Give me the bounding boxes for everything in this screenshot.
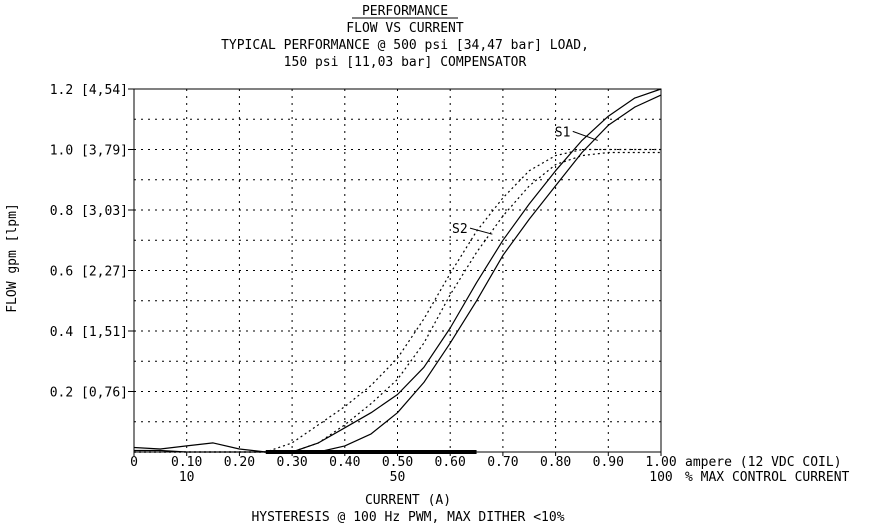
x-tick-label: 0.50: [382, 455, 413, 470]
x-tick-label: 0.90: [593, 455, 624, 470]
x-tick-label: 0.10: [171, 455, 202, 470]
series-label-s1: S1: [555, 125, 571, 140]
x-percent-tick-label: 100: [649, 470, 672, 485]
series-leader-line: [572, 130, 598, 141]
series-label-s2: S2: [452, 222, 468, 237]
y-tick-label: 0.6 [2,27]: [50, 265, 128, 280]
series-annotations: S1 S2: [452, 125, 598, 237]
series-leader-line: [469, 227, 493, 235]
chart-subtitle-2: TYPICAL PERFORMANCE @ 500 psi [34,47 bar…: [221, 38, 589, 53]
x-tick-label: 0.80: [540, 455, 571, 470]
chart-subtitle-1: FLOW VS CURRENT: [346, 21, 464, 36]
dead-band-bar: [265, 450, 477, 454]
x-percent-tick-label: 10: [179, 470, 195, 485]
grid-lines: [134, 89, 661, 452]
series-line-s1-2: [134, 94, 662, 453]
x-tick-label: 0.60: [435, 455, 466, 470]
x-tick-label: 0.20: [224, 455, 255, 470]
x-tick-label: 0: [130, 455, 138, 470]
y-tick-label: 0.8 [3,03]: [50, 204, 128, 219]
y-axis-label: FLOW gpm [lpm]: [5, 203, 20, 313]
x-axis-percent-label: % MAX CONTROL CURRENT: [685, 470, 850, 485]
axis-ticks: 0.2 [0,76] 0.4 [1,51] 0.6 [2,27] 0.8 [3,03]…: [50, 83, 677, 485]
chart-subtitle-3: 150 psi [11,03 bar] COMPENSATOR: [284, 55, 527, 70]
x-axis-label: CURRENT (A): [365, 493, 451, 508]
chart-footnote: HYSTERESIS @ 100 Hz PWM, MAX DITHER <10%: [251, 510, 564, 525]
y-tick-label: 1.2 [4,54]: [50, 83, 128, 98]
y-tick-label: 1.0 [3,79]: [50, 144, 128, 159]
series-line-s2-2: [134, 151, 661, 453]
series-lines: [133, 88, 662, 453]
y-tick-label: 0.2 [0,76]: [50, 386, 128, 401]
x-percent-tick-label: 50: [390, 470, 406, 485]
x-axis-unit-label: ampere (12 VDC COIL): [685, 455, 842, 470]
x-tick-label: 0.30: [276, 455, 307, 470]
chart-title: PERFORMANCE: [362, 4, 448, 19]
series-line-s1-1: [133, 88, 662, 453]
x-tick-label: 1.00: [645, 455, 676, 470]
y-tick-label: 0.4 [1,51]: [50, 325, 128, 340]
x-tick-label: 0.40: [329, 455, 360, 470]
x-tick-label: 0.70: [487, 455, 518, 470]
